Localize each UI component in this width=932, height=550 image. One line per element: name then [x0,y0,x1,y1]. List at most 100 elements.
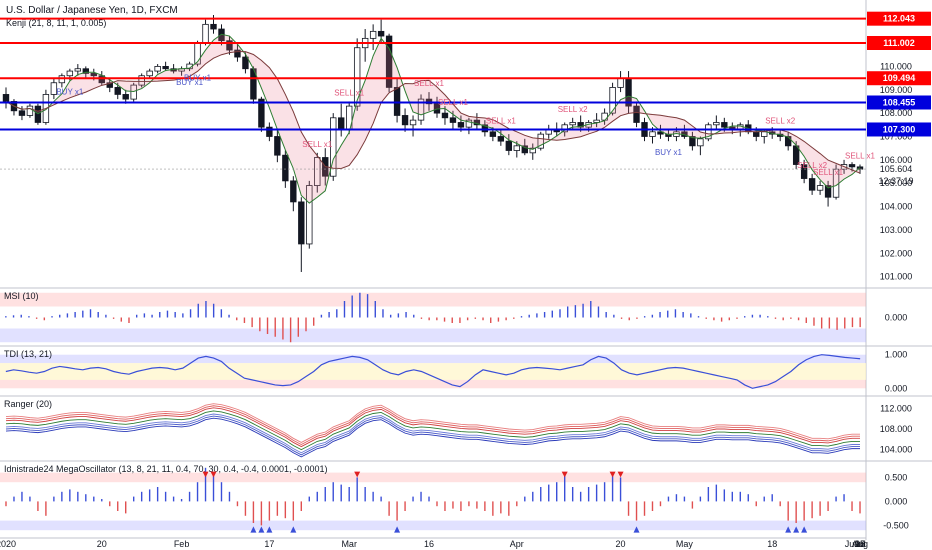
panel-tick-label: 108.000 [880,424,913,434]
candle-body [816,185,824,191]
candle-body [697,138,704,147]
osc-sell-marker [609,471,616,478]
level-label-box [867,95,931,110]
osc-sell-marker [210,471,217,478]
candle-body [800,164,808,179]
time-tick-label: Jul [854,539,866,549]
time-tick-label: 16 [424,539,434,549]
panel-tick-label: 0.000 [885,383,908,393]
candle-body [481,124,489,133]
signal-tag: SELL x1 [813,168,843,177]
price-tick-label: 108.000 [880,108,913,118]
candle-body [465,119,473,128]
candle-body [306,185,313,245]
candle-body [98,75,105,84]
candle-body [425,98,433,105]
osc-buy-marker [785,526,792,533]
candle-body [513,145,520,151]
candle-body [401,115,409,126]
signal-tag: BUY x1 [184,73,212,82]
candle-body [290,180,297,203]
tdi-upper-zone [0,354,866,364]
candle-body [106,82,113,88]
candle-body [808,178,816,191]
candle-body [393,87,401,116]
panel-tick-label: 0.000 [885,313,908,323]
candle-body [417,98,425,121]
ranger-mid-line [5,410,861,451]
msi-upper-zone [0,292,866,307]
osc-buy-marker [266,526,273,533]
candle-body [713,122,720,126]
candle-body [82,68,89,74]
price-tick-label: 106.000 [880,155,913,165]
candle-body [146,70,153,77]
msi-lower-zone [0,328,866,343]
candle-body [258,98,265,128]
ranger-band-line [5,405,861,446]
ma-slow-line [5,51,861,174]
candle-body [529,147,536,154]
tdi-line [5,354,861,389]
osc-sell-marker [617,471,624,478]
candle-body [242,56,249,70]
osc-buy-marker [290,526,297,533]
level-label: 111.002 [883,38,915,48]
osc-buy-marker [801,526,808,533]
price-tick-label: 109.000 [880,85,913,95]
time-tick-label: 15 [855,539,865,549]
candle-body [2,94,10,102]
candle-body [761,131,768,137]
candle-body [449,117,457,123]
level-label-box [867,11,931,26]
panel-name: Idnistrade24 MegaOscillator (13, 8, 21, … [4,464,328,474]
panel-tick-label: 1.000 [885,350,908,360]
signal-tag: BUY x1 [176,78,204,87]
candle-body [577,122,584,128]
candle-body [665,133,672,137]
candle-body [521,145,528,154]
ranger-band-line [5,403,861,443]
signal-tag: BUY x1 [56,87,84,96]
candle-body [234,49,241,58]
signal-tag: SELL x2 [765,116,795,125]
level-label-box [867,35,931,50]
candle-body [689,136,696,147]
candle-body [457,122,465,128]
candle-body [753,131,760,137]
osc-sell-marker [561,471,568,478]
candle-body [633,105,640,123]
osc-buy-marker [633,526,640,533]
osc-sell-marker [202,471,209,478]
candle-body [282,154,289,182]
signal-tag: SELL x1 [845,152,875,161]
panel-name: MSI (10) [4,291,39,301]
candle-body [26,105,34,116]
candle-body [377,30,385,37]
panel-name: TDI (13, 21) [4,349,52,359]
candle-body [784,136,792,147]
signal-tag: SELL x1 [438,98,468,107]
time-tick-label: Feb [174,539,190,549]
panel-tick-label: 104.000 [880,445,913,455]
ranger-band-line [5,417,861,458]
signal-tag: SELL x1 [486,116,516,125]
signal-tag: SELL x1 [334,88,364,97]
indicator-label: Kenji (21, 8, 11, 1, 0.005) [6,18,107,28]
candle-body [353,47,361,107]
candle-body [226,40,233,51]
osc-upper-zone [0,472,866,483]
last-price-label: 105.604 [880,164,913,174]
candle-body [649,131,656,137]
time-tick-label: Apr [510,539,524,549]
candle-body [505,140,513,151]
candle-body [489,131,497,137]
candle-body [130,84,137,100]
candle-body [369,30,377,39]
panel-tick-label: -0.500 [883,520,909,530]
candle-body [385,35,393,88]
candle-body [122,94,129,100]
panel-tick-label: 0.500 [885,472,908,482]
signal-tag: BUY x1 [655,148,683,157]
